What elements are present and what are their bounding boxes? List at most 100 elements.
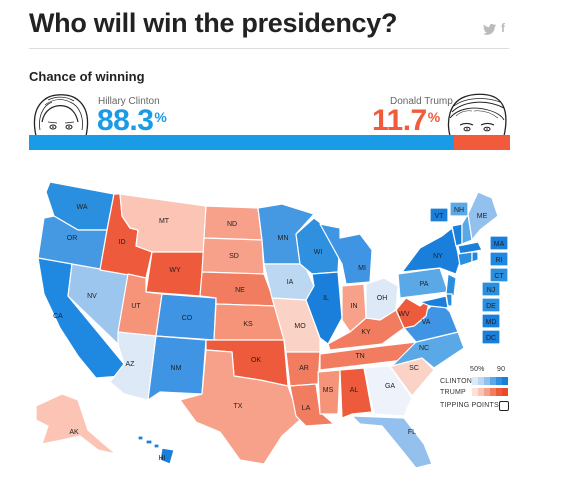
label-OH: OH [377, 295, 388, 302]
state-box-MA[interactable] [489, 235, 509, 251]
legend-trump-ramp [472, 388, 508, 396]
twitter-icon[interactable] [483, 22, 496, 40]
clinton-probability-fill [29, 135, 454, 150]
label-GA: GA [385, 383, 395, 390]
label-WV: WV [398, 311, 410, 318]
label-TX: TX [234, 403, 243, 410]
state-ME[interactable] [467, 191, 499, 241]
probability-bar [29, 135, 510, 150]
legend-scale-mid: 50% [470, 366, 485, 373]
state-box-MD[interactable] [481, 313, 501, 329]
state-NM[interactable] [147, 335, 207, 401]
label-PA: PA [420, 281, 429, 288]
label-MN: MN [278, 235, 289, 242]
label-WI: WI [314, 249, 323, 256]
label-IL: IL [323, 295, 329, 302]
state-NJ[interactable] [445, 273, 457, 297]
legend-swatch [484, 377, 490, 385]
state-box-NJ[interactable] [481, 281, 501, 297]
label-ID: ID [119, 239, 126, 246]
label-AZ: AZ [126, 361, 136, 368]
page-title: Who will win the presidency? [29, 8, 398, 38]
state-box-DC[interactable] [481, 329, 501, 345]
label-ND: ND [227, 221, 237, 228]
label-box-RI: RI [496, 257, 503, 264]
state-box-DE[interactable] [481, 297, 501, 313]
clinton-portrait-icon [33, 94, 89, 136]
label-WY: WY [169, 267, 181, 274]
clinton-name: Hillary Clinton [98, 96, 160, 107]
state-NY[interactable] [401, 227, 461, 275]
state-box-RI[interactable] [489, 251, 509, 267]
label-AL: AL [350, 387, 359, 394]
label-MT: MT [159, 218, 170, 225]
label-VA: VA [422, 319, 431, 326]
legend-swatch [490, 377, 496, 385]
facebook-icon[interactable]: f [501, 21, 505, 35]
state-DE[interactable] [445, 293, 453, 307]
trump-probability: 11.7% [372, 104, 440, 137]
state-LA[interactable] [289, 383, 335, 427]
label-box-DC: DC [486, 335, 496, 342]
header-divider [29, 48, 509, 49]
legend-swatch [478, 377, 484, 385]
legend-swatch [496, 388, 502, 396]
legend-swatch [484, 388, 490, 396]
state-box-NH[interactable] [449, 201, 469, 217]
state-MA[interactable] [457, 241, 483, 255]
legend-swatch [490, 388, 496, 396]
us-electoral-map: WA OR CA NV ID MT WY UT CO AZ NM ND SD N… [35, 181, 509, 468]
label-FL: FL [408, 429, 416, 436]
state-AK[interactable] [35, 393, 117, 455]
state-IL[interactable] [305, 271, 343, 345]
label-AK: AK [69, 429, 79, 436]
label-OR: OR [67, 235, 78, 242]
label-CA: CA [53, 313, 63, 320]
label-box-NH: NH [454, 207, 464, 214]
state-FL[interactable] [351, 415, 433, 468]
legend-scale-max: 90 [497, 366, 506, 373]
state-MS[interactable] [317, 369, 341, 415]
label-MO: MO [294, 323, 306, 330]
state-MD[interactable] [419, 295, 449, 309]
legend-swatch [478, 388, 484, 396]
label-NV: NV [87, 293, 97, 300]
label-HI: HI [159, 455, 166, 462]
label-box-MA: MA [494, 241, 505, 248]
chance-of-winning-label: Chance of winning [29, 69, 145, 84]
legend-trump-label: TRUMP [440, 389, 466, 396]
legend-clinton-ramp [472, 377, 508, 385]
clinton-probability: 88.3% [97, 104, 167, 137]
label-OK: OK [251, 357, 261, 364]
label-NC: NC [419, 345, 429, 352]
label-NY: NY [433, 253, 443, 260]
label-box-MD: MD [486, 319, 497, 326]
state-MI[interactable] [319, 223, 373, 285]
trump-portrait-icon [447, 93, 507, 136]
label-LA: LA [302, 405, 311, 412]
legend-swatch [472, 388, 478, 396]
label-NM: NM [171, 365, 182, 372]
state-CT[interactable] [457, 251, 473, 267]
label-KY: KY [361, 329, 371, 336]
legend-clinton-label: CLINTON [440, 378, 472, 385]
label-box-VT: VT [435, 213, 445, 220]
label-UT: UT [131, 303, 141, 310]
state-TX[interactable] [179, 349, 301, 465]
state-WY[interactable] [145, 251, 205, 297]
label-box-ME: ME [477, 213, 488, 220]
state-HI[interactable] [137, 435, 175, 465]
state-box-VT[interactable] [429, 207, 449, 223]
legend-swatch [502, 377, 508, 385]
tipping-point-swatch [499, 401, 509, 411]
state-RI[interactable] [471, 251, 479, 263]
label-IA: IA [287, 279, 294, 286]
legend-swatch [502, 388, 508, 396]
label-box-DE: DE [486, 303, 496, 310]
state-WV[interactable] [395, 297, 431, 329]
state-AL[interactable] [339, 367, 373, 419]
label-CO: CO [182, 315, 193, 322]
legend-tipping-label: TIPPING POINTS [440, 402, 499, 409]
state-GA[interactable] [363, 365, 413, 417]
label-TN: TN [355, 353, 364, 360]
